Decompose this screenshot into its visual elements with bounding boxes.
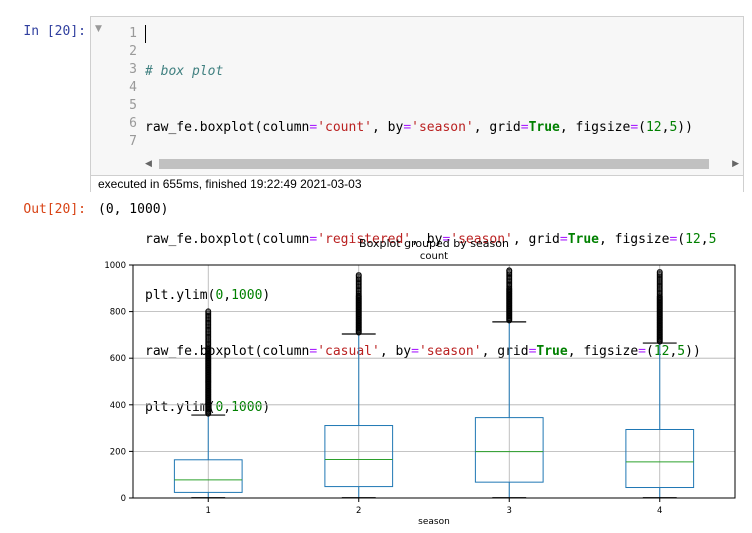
code-line-7: plt.ylim(0,1000)	[145, 400, 271, 415]
code-line-1: # box plot	[145, 64, 224, 79]
y-tick-label: 200	[110, 447, 126, 457]
scroll-right-icon[interactable]: ▶	[732, 159, 739, 169]
scrollbar-thumb[interactable]	[159, 159, 709, 169]
chart-title: Boxplot grouped by season	[359, 237, 509, 250]
output-prompt: Out[20]:	[23, 202, 86, 217]
box-iqr	[625, 428, 695, 489]
x-tick-label: 4	[657, 506, 662, 516]
execution-info: executed in 655ms, finished 19:22:49 202…	[91, 175, 743, 192]
horizontal-scrollbar[interactable]: ◀ ▶	[145, 157, 739, 171]
outlier-point	[355, 272, 362, 278]
box-iqr	[324, 425, 394, 488]
y-tick-label: 400	[110, 401, 126, 411]
line-number: 2	[129, 44, 137, 59]
code-line-6: raw_fe.boxplot(column='casual', by='seas…	[145, 344, 701, 359]
y-tick-label: 0	[121, 494, 126, 504]
line-number: 4	[129, 80, 137, 95]
plot-frame	[132, 264, 736, 499]
input-prompt: In [20]:	[23, 24, 86, 39]
x-axis-label: season	[418, 517, 450, 527]
box-iqr	[173, 459, 243, 493]
line-number-gutter: 1 2 3 4 5 6 7	[111, 25, 137, 151]
outlier-point	[205, 308, 212, 315]
y-tick-label: 1000	[104, 261, 126, 271]
code-line-2: raw_fe.boxplot(column='count', by='seaso…	[145, 120, 693, 135]
line-number: 6	[129, 116, 137, 131]
y-tick-label: 800	[110, 308, 126, 318]
line-number: 3	[129, 62, 137, 77]
x-tick-label: 3	[507, 506, 512, 516]
code-cell[interactable]: ▼ 1 2 3 4 5 6 7 # box plot raw_fe.boxplot(colu…	[90, 16, 744, 415]
line-number: 1	[129, 26, 137, 41]
outlier-point	[656, 269, 663, 275]
x-tick-label: 1	[206, 506, 211, 516]
outlier-point	[506, 267, 513, 274]
x-tick-label: 2	[356, 506, 361, 516]
line-number: 7	[129, 134, 137, 149]
y-tick-label: 600	[110, 354, 126, 364]
line-number: 5	[129, 98, 137, 113]
box-iqr	[474, 417, 544, 483]
collapse-icon[interactable]: ▼	[95, 24, 102, 34]
code-line-5: plt.ylim(0,1000)	[145, 288, 271, 303]
text-cursor	[145, 25, 146, 43]
chart-subtitle: count	[420, 251, 448, 262]
scroll-left-icon[interactable]: ◀	[145, 159, 152, 169]
output-text: (0, 1000)	[98, 202, 169, 217]
code-line-4: raw_fe.boxplot(column='registered', by='…	[145, 232, 717, 247]
